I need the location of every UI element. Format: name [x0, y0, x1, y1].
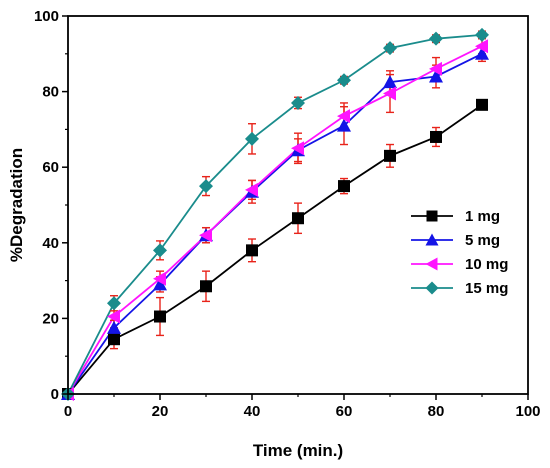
data-point-10-mg: [153, 271, 166, 286]
data-point-15-mg: [245, 131, 259, 146]
data-point-5-mg: [153, 277, 167, 291]
data-point-15-mg: [475, 27, 489, 42]
x-tick-label: 40: [244, 403, 261, 420]
y-tick-label: 20: [42, 310, 59, 327]
data-point-10-mg: [337, 109, 350, 124]
data-point-10-mg: [245, 182, 258, 197]
data-point-10-mg: [429, 61, 442, 76]
legend-label: 1 mg: [465, 208, 500, 225]
legend-entry-10-mg: 10 mg: [411, 256, 508, 273]
data-point-15-mg: [107, 296, 121, 311]
y-axis-label: %Degradation: [7, 148, 26, 262]
data-point-1-mg: [292, 212, 304, 225]
legend-marker: [425, 257, 438, 271]
series-line-1-mg: [67, 104, 483, 395]
legend-entry-15-mg: 15 mg: [411, 280, 508, 297]
data-point-10-mg: [475, 39, 488, 54]
data-point-1-mg: [246, 244, 258, 257]
x-tick-label: 0: [64, 403, 72, 420]
series-line-5-mg: [67, 52, 483, 395]
y-tick-label: 80: [42, 84, 59, 101]
x-tick-label: 80: [428, 403, 445, 420]
y-tick-label: 100: [34, 8, 59, 25]
data-point-15-mg: [429, 31, 443, 46]
data-point-1-mg: [476, 98, 488, 111]
data-point-5-mg: [383, 75, 397, 89]
data-point-10-mg: [107, 309, 120, 324]
data-point-15-mg: [199, 179, 213, 194]
data-point-5-mg: [429, 69, 443, 83]
data-point-15-mg: [291, 95, 305, 110]
data-point-1-mg: [200, 280, 212, 293]
series-line-10-mg: [67, 45, 483, 395]
data-point-15-mg: [383, 41, 397, 56]
x-tick-label: 100: [515, 403, 540, 420]
y-tick-label: 40: [42, 235, 59, 252]
data-point-1-mg: [108, 333, 120, 346]
data-point-15-mg: [153, 243, 167, 258]
legend: 1 mg 5 mg 10 mg 15 mg: [411, 208, 508, 297]
data-point-1-mg: [430, 130, 442, 143]
axes: 0 20 40 60 80 100 0 20 40 60 80 100: [34, 8, 541, 420]
data-point-10-mg: [199, 228, 212, 243]
plot-area: [61, 27, 489, 401]
data-point-1-mg: [154, 310, 166, 323]
x-tick-label: 20: [152, 403, 169, 420]
y-tick-label: 0: [51, 386, 59, 403]
x-axis-label: Time (min.): [253, 441, 343, 460]
legend-entry-5-mg: 5 mg: [411, 232, 500, 249]
data-point-5-mg: [475, 46, 489, 60]
data-point-5-mg: [107, 320, 121, 334]
data-point-10-mg: [291, 141, 304, 156]
data-point-10-mg: [383, 86, 396, 101]
legend-marker: [426, 210, 438, 222]
y-tick-label: 60: [42, 159, 59, 176]
data-point-1-mg: [384, 149, 396, 162]
legend-entry-1-mg: 1 mg: [411, 208, 500, 225]
legend-label: 5 mg: [465, 232, 500, 249]
series-line-15-mg: [67, 34, 483, 395]
legend-marker: [425, 233, 439, 246]
data-point-1-mg: [338, 180, 350, 193]
x-tick-label: 60: [336, 403, 353, 420]
legend-label: 15 mg: [465, 280, 508, 297]
plot-frame: [67, 15, 529, 395]
legend-marker: [425, 281, 439, 295]
data-point-5-mg: [337, 118, 351, 132]
data-point-15-mg: [337, 73, 351, 88]
legend-label: 10 mg: [465, 256, 508, 273]
